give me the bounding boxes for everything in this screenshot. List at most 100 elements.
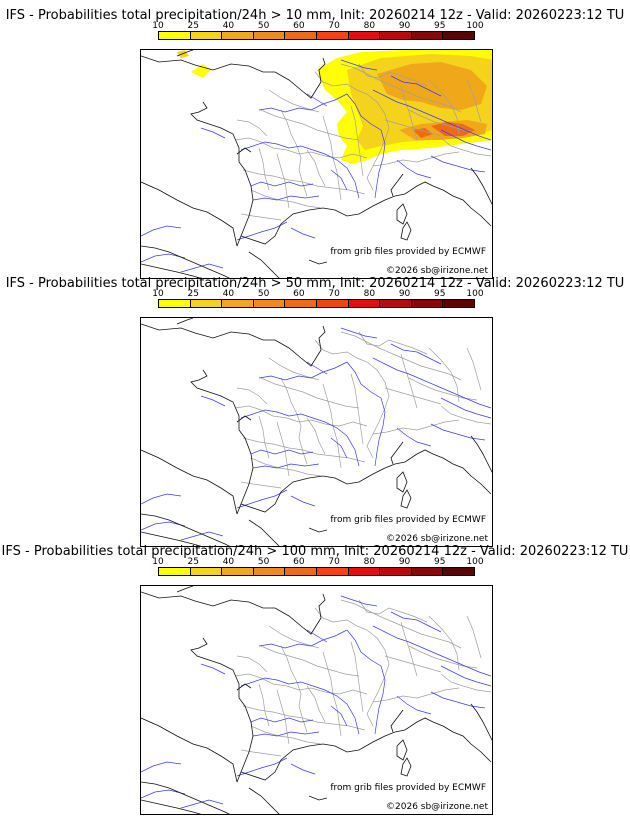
river <box>330 437 348 459</box>
admin-border <box>234 137 368 159</box>
colorbar-swatch <box>222 568 254 575</box>
river <box>306 93 328 107</box>
coastline <box>396 203 408 225</box>
colorbar-swatch <box>253 32 286 39</box>
coastline <box>396 471 408 493</box>
colorbar-swatch <box>316 300 349 307</box>
colorbar-tick-label: 80 <box>363 557 376 567</box>
admin-border <box>260 377 360 409</box>
river <box>374 129 386 199</box>
credit-source: from grib files provided by ECMWF <box>330 783 486 793</box>
admin-border <box>440 673 492 693</box>
coastline <box>248 251 280 278</box>
colorbar-ticks: 10 25 40 50 60 70 80 90 95 100 <box>152 289 483 299</box>
admin-border <box>408 645 478 669</box>
map-panel-100mm: IFS - Probabilities total precipitation/… <box>0 544 630 820</box>
admin-border <box>236 119 268 137</box>
river <box>330 169 348 191</box>
river <box>141 225 182 237</box>
admin-border <box>276 153 290 209</box>
river <box>252 463 320 469</box>
river <box>330 705 348 727</box>
coastline <box>141 55 326 99</box>
colorbar-swatch <box>411 568 444 575</box>
river <box>141 789 186 799</box>
coastline <box>390 441 404 465</box>
river <box>340 595 378 607</box>
admin-border <box>440 405 492 425</box>
colorbar-tick-label: 50 <box>257 21 270 31</box>
colorbar-swatch <box>348 568 381 575</box>
credit-source: from grib files provided by ECMWF <box>330 247 486 257</box>
colorbar-tick-label: 60 <box>293 289 305 299</box>
admin-border <box>236 387 268 405</box>
colorbar-tick-label: 10 <box>152 557 164 567</box>
colorbar-swatch <box>190 568 223 575</box>
credit-copyright: ©2026 sb@irizone.net <box>386 802 488 812</box>
coastline <box>141 591 326 635</box>
colorbar-swatch <box>285 300 317 307</box>
admin-border <box>372 151 460 167</box>
admin-border <box>384 387 442 405</box>
colorbar-ticks: 10 25 40 50 60 70 80 90 95 100 <box>152 21 483 31</box>
coastline <box>400 489 412 509</box>
river <box>430 423 486 441</box>
coastline <box>240 731 396 781</box>
colorbar-swatch <box>316 32 349 39</box>
river <box>306 629 328 643</box>
colorbar-tick-label: 50 <box>257 557 270 567</box>
admin-border <box>276 689 290 745</box>
admin-border <box>384 119 442 137</box>
river <box>372 357 492 409</box>
map-svg <box>141 318 492 546</box>
admin-border <box>306 685 326 723</box>
precip-area-10-25 <box>191 64 211 78</box>
colorbar-swatch <box>190 32 223 39</box>
river <box>430 155 486 173</box>
colorbar-swatch <box>348 300 381 307</box>
colorbar-swatch <box>411 300 444 307</box>
river <box>290 495 316 507</box>
river <box>180 799 224 809</box>
admin-border <box>372 687 460 703</box>
river <box>250 449 314 455</box>
coastline <box>236 415 252 423</box>
admin-border <box>268 357 320 381</box>
river <box>396 159 432 179</box>
coastline <box>236 147 252 155</box>
admin-border <box>258 147 270 191</box>
coastline <box>141 245 230 278</box>
panel-title: IFS - Probabilities total precipitation/… <box>5 276 625 291</box>
colorbar-swatch <box>159 300 191 307</box>
colorbar-swatch <box>443 32 474 39</box>
coastline <box>190 101 254 247</box>
coastline <box>470 435 492 473</box>
precip-area-60-70 <box>413 128 433 138</box>
admin-border <box>340 63 462 113</box>
coastline <box>141 323 326 367</box>
admin-border <box>428 347 460 403</box>
admin-border <box>250 457 322 477</box>
admin-border <box>340 331 462 381</box>
river <box>440 129 492 151</box>
river <box>200 395 226 407</box>
colorbar <box>158 299 475 308</box>
credit-copyright: ©2026 sb@irizone.net <box>386 266 488 276</box>
colorbar-tick-label: 25 <box>187 289 199 299</box>
river <box>258 629 348 649</box>
colorbar-tick-label: 70 <box>328 21 340 31</box>
colorbar-tick-label: 100 <box>466 289 484 299</box>
admin-border <box>234 405 368 427</box>
credit-source: from grib files provided by ECMWF <box>330 515 486 525</box>
admin-border <box>260 109 360 141</box>
river <box>141 761 182 773</box>
admin-border <box>314 607 390 727</box>
river <box>250 717 314 723</box>
admin-border <box>466 347 482 391</box>
river <box>346 361 382 399</box>
coastline <box>308 259 328 265</box>
admin-border <box>314 339 390 459</box>
admin-border <box>242 705 366 731</box>
coastline <box>141 717 238 783</box>
map-panel-50mm: IFS - Probabilities total precipitation/… <box>0 276 630 552</box>
